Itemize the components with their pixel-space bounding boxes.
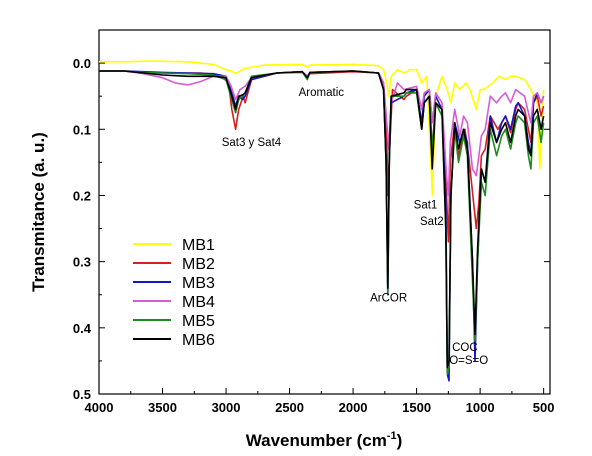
legend-label-mb2: MB2 xyxy=(182,256,215,273)
x-tick-label: 3000 xyxy=(212,400,241,415)
series-line-mb6 xyxy=(99,70,545,369)
x-tick-label: 500 xyxy=(533,400,555,415)
x-axis-title-end: ) xyxy=(397,431,403,450)
x-tick-label: 4000 xyxy=(85,400,114,415)
y-tick-label: 0.1 xyxy=(73,122,91,137)
x-tick-label: 3500 xyxy=(148,400,177,415)
x-axis-title-superscript: -1 xyxy=(387,430,397,442)
legend-label-mb6: MB6 xyxy=(182,332,215,349)
plot-frame xyxy=(98,29,551,395)
x-tick-label: 2000 xyxy=(339,400,368,415)
x-tick-label: 2500 xyxy=(275,400,304,415)
x-axis-title: Wavenumber (cm-1) xyxy=(246,430,403,450)
peak-annotation: Aromatic xyxy=(299,87,345,99)
peak-annotation: Sat1 xyxy=(414,200,438,212)
y-tick-label: 0.5 xyxy=(73,387,91,402)
legend-label-mb5: MB5 xyxy=(182,313,215,330)
x-tick-label: 1000 xyxy=(466,400,495,415)
y-axis-title: Transmitance (a. u.) xyxy=(29,132,48,292)
peak-annotation: ArCOR xyxy=(370,292,407,304)
y-tick-label: 0.2 xyxy=(73,188,91,203)
series-layer xyxy=(99,60,545,382)
peak-annotation: O=S=O xyxy=(449,355,488,367)
legend: MB1 MB2 MB3 MB4 MB5 MB6 xyxy=(133,237,215,349)
series-line-mb1 xyxy=(99,60,545,197)
peak-annotation: Sat2 xyxy=(420,216,444,228)
peak-annotation: Sat3 y Sat4 xyxy=(222,137,282,149)
y-tick-label: 0.4 xyxy=(73,321,92,336)
x-tick-label: 1500 xyxy=(402,400,431,415)
axis-ticks: 4000 3500 3000 2500 2000 1500 1000 500 0.0 0.1 0.2… xyxy=(73,56,555,415)
legend-label-mb3: MB3 xyxy=(182,275,215,292)
series-line-mb4 xyxy=(99,70,545,197)
y-tick-label: 0.3 xyxy=(73,255,91,270)
legend-label-mb4: MB4 xyxy=(182,294,215,311)
peak-annotation: COC xyxy=(452,342,478,354)
y-tick-label: 0.0 xyxy=(73,56,91,71)
legend-label-mb1: MB1 xyxy=(182,237,215,254)
x-axis-title-main: Wavenumber (cm xyxy=(246,431,387,450)
